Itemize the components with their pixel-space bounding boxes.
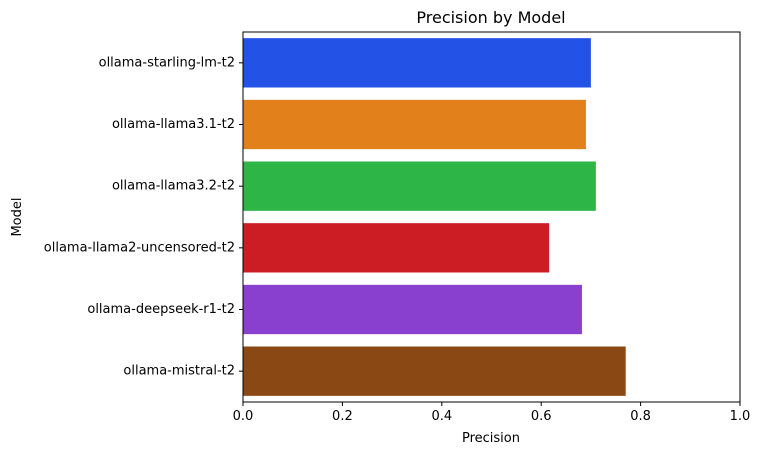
- bar-ollama-starling-lm-t2: [243, 38, 591, 88]
- y-tick-label: ollama-deepseek-r1-t2: [87, 302, 235, 317]
- bar-ollama-llama3.2-t2: [243, 161, 596, 211]
- y-tick-label: ollama-starling-lm-t2: [99, 55, 235, 70]
- bar-ollama-deepseek-r1-t2: [243, 284, 582, 335]
- x-tick-label: 0.6: [531, 409, 552, 424]
- bar-ollama-llama3.1-t2: [243, 99, 586, 150]
- x-tick-label: 1.0: [730, 409, 751, 424]
- bar-ollama-llama2-uncensored-t2: [243, 223, 550, 273]
- y-axis-label: Model: [10, 197, 25, 236]
- bars-group: [243, 38, 626, 396]
- y-tick-label: ollama-llama3.1-t2: [112, 117, 235, 132]
- y-tick-label: ollama-mistral-t2: [123, 364, 235, 379]
- x-tick-label: 0.0: [233, 409, 254, 424]
- y-tick-label: ollama-llama2-uncensored-t2: [44, 240, 235, 255]
- plot-frame: [242, 31, 741, 403]
- bar-ollama-mistral-t2: [243, 346, 626, 396]
- x-axis-label: Precision: [462, 431, 520, 446]
- x-axis-ticks: 0.0 0.2 0.4 0.6 0.8 1.0: [233, 402, 751, 424]
- chart-title: Precision by Model: [416, 8, 565, 27]
- x-tick-label: 0.4: [431, 409, 452, 424]
- y-axis-ticks: ollama-starling-lm-t2 ollama-llama3.1-t2 o…: [44, 55, 243, 379]
- x-tick-label: 0.8: [630, 409, 651, 424]
- x-tick-label: 0.2: [332, 409, 353, 424]
- y-tick-label: ollama-llama3.2-t2: [112, 179, 235, 194]
